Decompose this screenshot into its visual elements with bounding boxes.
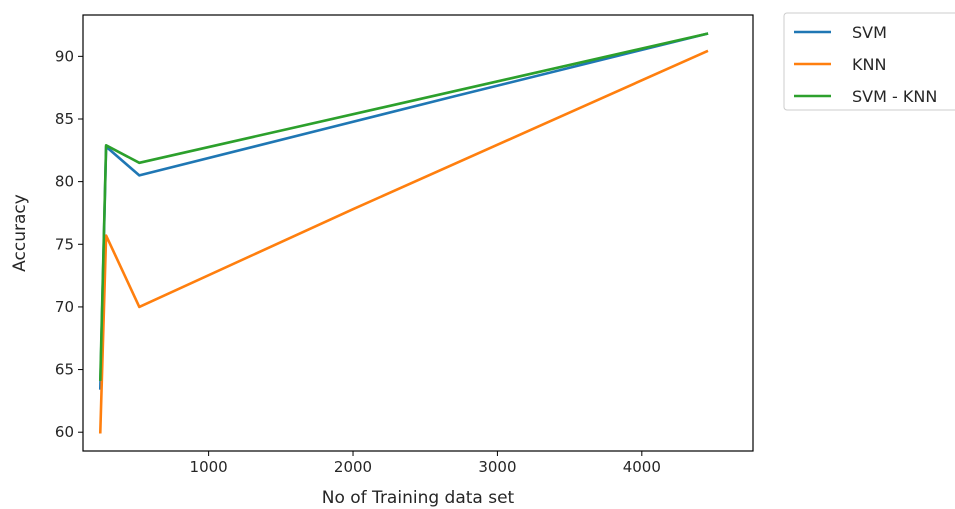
x-tick-label: 2000	[334, 458, 372, 476]
plot-frame	[82, 14, 754, 452]
y-tick-label: 60	[55, 423, 74, 441]
series-line-svm	[98, 32, 709, 390]
axis-ticks: 1000 2000 3000 4000 60 65 70 75 80 85 90	[55, 47, 661, 476]
series-line-knn	[98, 49, 709, 434]
series-line-svm-knn	[98, 32, 709, 381]
legend-frame	[783, 12, 955, 111]
plot-lines	[98, 32, 709, 434]
y-axis-label: Accuracy	[10, 194, 30, 272]
x-axis-label: No of Training data set	[322, 488, 515, 508]
y-tick-label: 85	[55, 110, 74, 128]
legend-label: SVM - KNN	[852, 87, 937, 106]
x-tick-label: 4000	[623, 458, 661, 476]
y-tick-label: 90	[55, 47, 74, 65]
y-tick-label: 80	[55, 173, 74, 191]
legend: SVM KNN SVM - KNN	[783, 12, 955, 111]
x-tick-label: 3000	[478, 458, 516, 476]
y-tick-label: 70	[55, 298, 74, 316]
y-tick-label: 65	[55, 361, 74, 379]
y-tick-label: 75	[55, 235, 74, 253]
legend-label: SVM	[852, 23, 887, 42]
legend-label: KNN	[852, 55, 886, 74]
x-tick-label: 1000	[190, 458, 228, 476]
